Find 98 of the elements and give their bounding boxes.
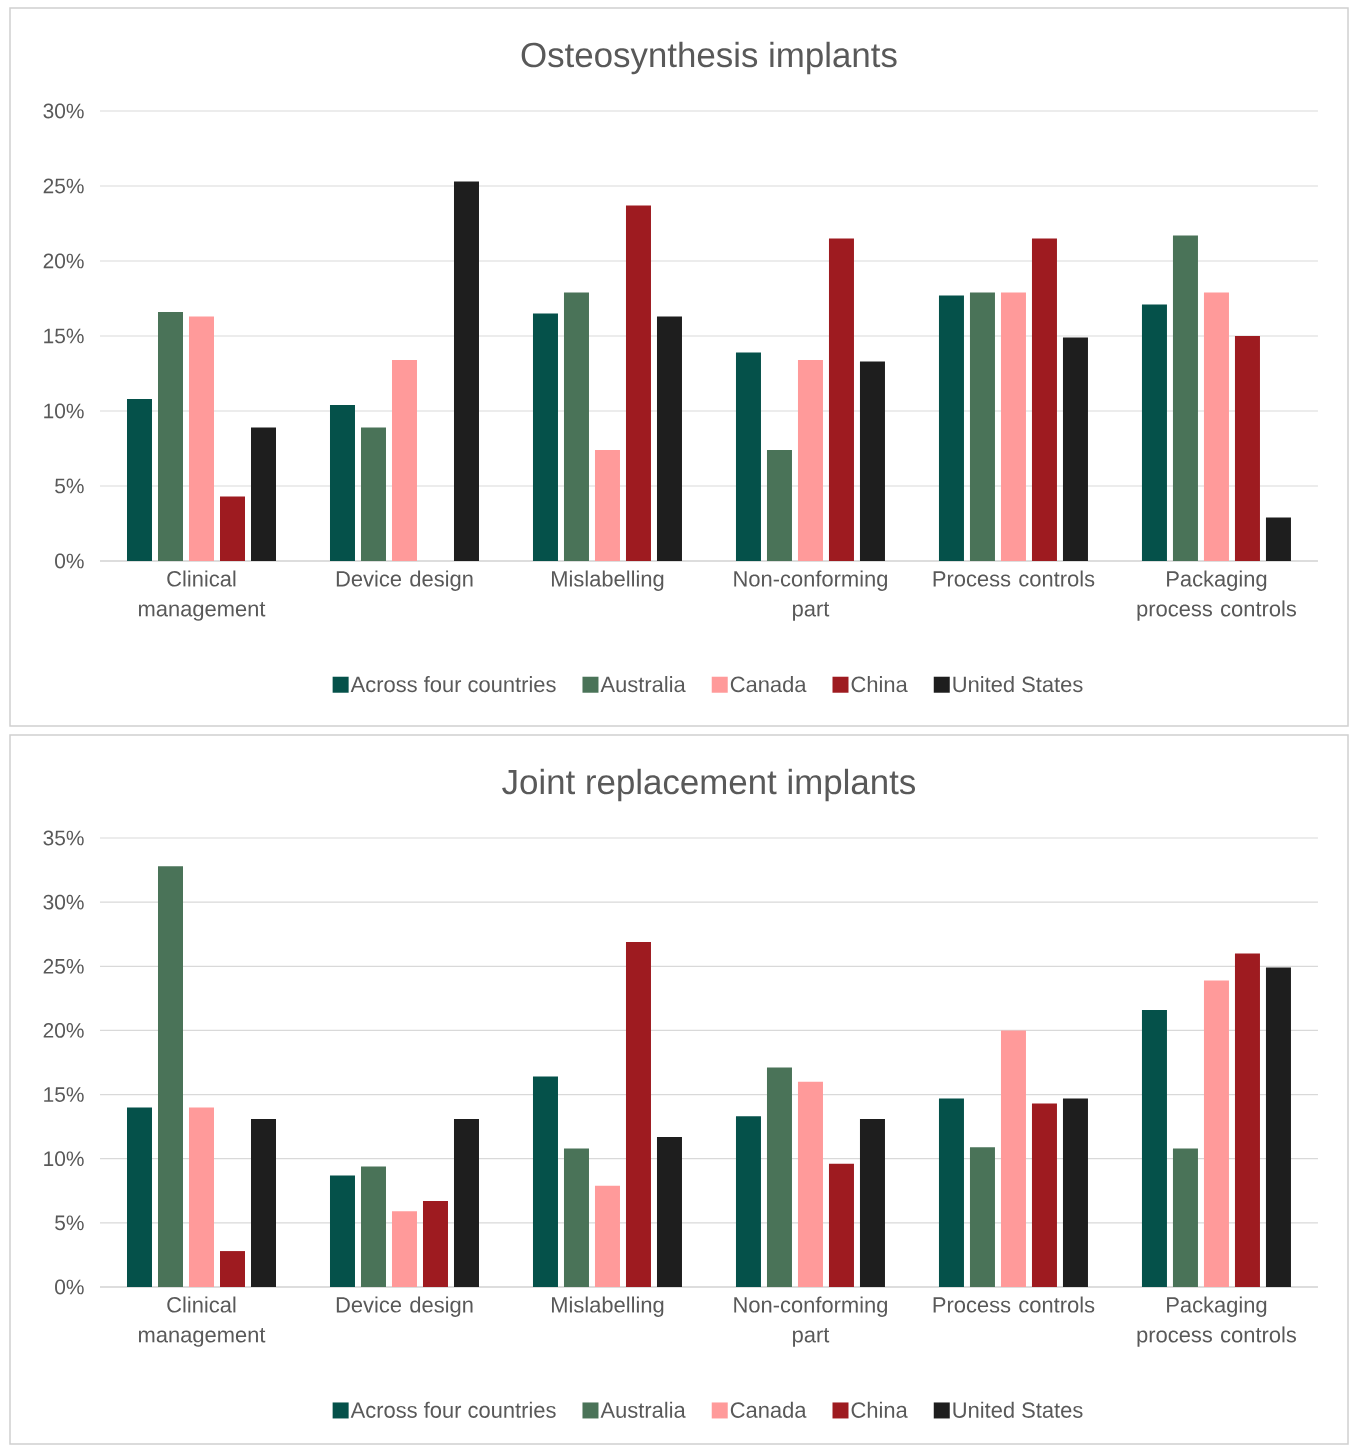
legend-label: United States (953, 676, 1083, 693)
bar (1062, 337, 1088, 561)
bar (360, 427, 386, 561)
bar (938, 295, 964, 561)
bar (969, 1147, 995, 1287)
bar (220, 496, 245, 561)
bar (251, 427, 276, 561)
legend-label: Australia (600, 1401, 686, 1418)
bar (735, 352, 761, 561)
bar (1234, 953, 1260, 1287)
x-tick-label: Packaging process controls (1137, 1296, 1297, 1347)
bar (251, 1118, 276, 1287)
x-tick-label: Mislabelling (552, 570, 664, 591)
bar (453, 1118, 479, 1287)
bar (127, 1107, 152, 1287)
legend-label: Across four countries (350, 1401, 556, 1418)
x-tick-label: Process controls (933, 1296, 1095, 1313)
bar (532, 1076, 558, 1287)
bar (329, 1175, 355, 1287)
bar (563, 1148, 589, 1287)
bar (563, 292, 589, 561)
x-tick-label: Non-conforming part (734, 570, 888, 621)
bar (158, 311, 183, 561)
y-tick-label: 25% (43, 958, 84, 974)
bar (1000, 292, 1026, 561)
bar (1234, 335, 1260, 561)
y-tick-label: 5% (55, 478, 84, 494)
bar (1203, 980, 1229, 1287)
chart-title: Joint replacement implants (502, 768, 915, 802)
bar (828, 1163, 854, 1287)
x-tick-label: Device design (336, 570, 473, 591)
bar (220, 1251, 245, 1287)
bar (594, 1185, 620, 1287)
x-tick-label: Mislabelling (552, 1296, 664, 1317)
y-tick-label: 30% (43, 894, 84, 910)
bar (1062, 1098, 1088, 1287)
legend-label: China (851, 1401, 908, 1418)
bar (766, 1067, 792, 1287)
legend-label: United States (953, 1401, 1083, 1418)
y-tick-label: 0% (55, 1279, 84, 1295)
bar (1265, 967, 1291, 1287)
bar (189, 1107, 214, 1287)
bar (391, 1211, 417, 1287)
bar (938, 1098, 964, 1287)
y-tick-label: 5% (55, 1215, 84, 1231)
bar (1031, 238, 1057, 561)
bar (969, 292, 995, 561)
y-tick-label: 35% (43, 830, 84, 846)
legend-label: Canada (730, 676, 807, 693)
bar (859, 361, 885, 561)
bar (158, 866, 183, 1287)
y-tick-label: 20% (43, 253, 84, 269)
bar (828, 238, 854, 561)
bar (1265, 517, 1291, 561)
bar (656, 1136, 682, 1287)
chart-title: Osteosynthesis implants (521, 41, 897, 75)
bar (656, 316, 682, 561)
y-tick-label: 0% (55, 553, 84, 569)
bar (797, 359, 823, 561)
legend-label: Australia (600, 676, 686, 693)
bar (127, 398, 152, 561)
bar (1172, 235, 1198, 561)
legend-label: China (851, 676, 908, 693)
x-tick-label: Process controls (933, 570, 1095, 587)
bar (766, 449, 792, 561)
y-tick-label: 10% (44, 403, 84, 419)
x-tick-label: Non-conforming part (734, 1296, 888, 1347)
bar (625, 941, 651, 1287)
bar (422, 1201, 448, 1287)
x-tick-label: Clinical management (138, 570, 266, 621)
bar (1141, 1009, 1167, 1287)
y-tick-label: 15% (44, 1087, 84, 1102)
bar (532, 313, 558, 561)
bar (1141, 304, 1167, 561)
bar (1031, 1103, 1057, 1287)
bar (594, 449, 620, 561)
bar (625, 205, 651, 561)
x-tick-label: Device design (336, 1296, 473, 1317)
bar (329, 404, 355, 561)
y-tick-label: 30% (43, 103, 84, 119)
bar (189, 316, 214, 561)
y-tick-label: 15% (44, 328, 84, 344)
y-tick-label: 20% (43, 1023, 84, 1038)
legend-label: Across four countries (350, 676, 556, 693)
x-tick-label: Clinical management (138, 1296, 266, 1347)
bar (1203, 292, 1229, 561)
bar (797, 1081, 823, 1287)
legend-label: Canada (730, 1401, 807, 1418)
bar (735, 1116, 761, 1287)
bar (391, 359, 417, 561)
y-tick-label: 25% (43, 178, 84, 194)
bar (1000, 1030, 1026, 1287)
bar (453, 181, 479, 561)
x-tick-label: Packaging process controls (1137, 570, 1297, 621)
bar (360, 1166, 386, 1287)
bar (1172, 1148, 1198, 1287)
y-tick-label: 10% (44, 1151, 84, 1167)
bar (859, 1118, 885, 1287)
